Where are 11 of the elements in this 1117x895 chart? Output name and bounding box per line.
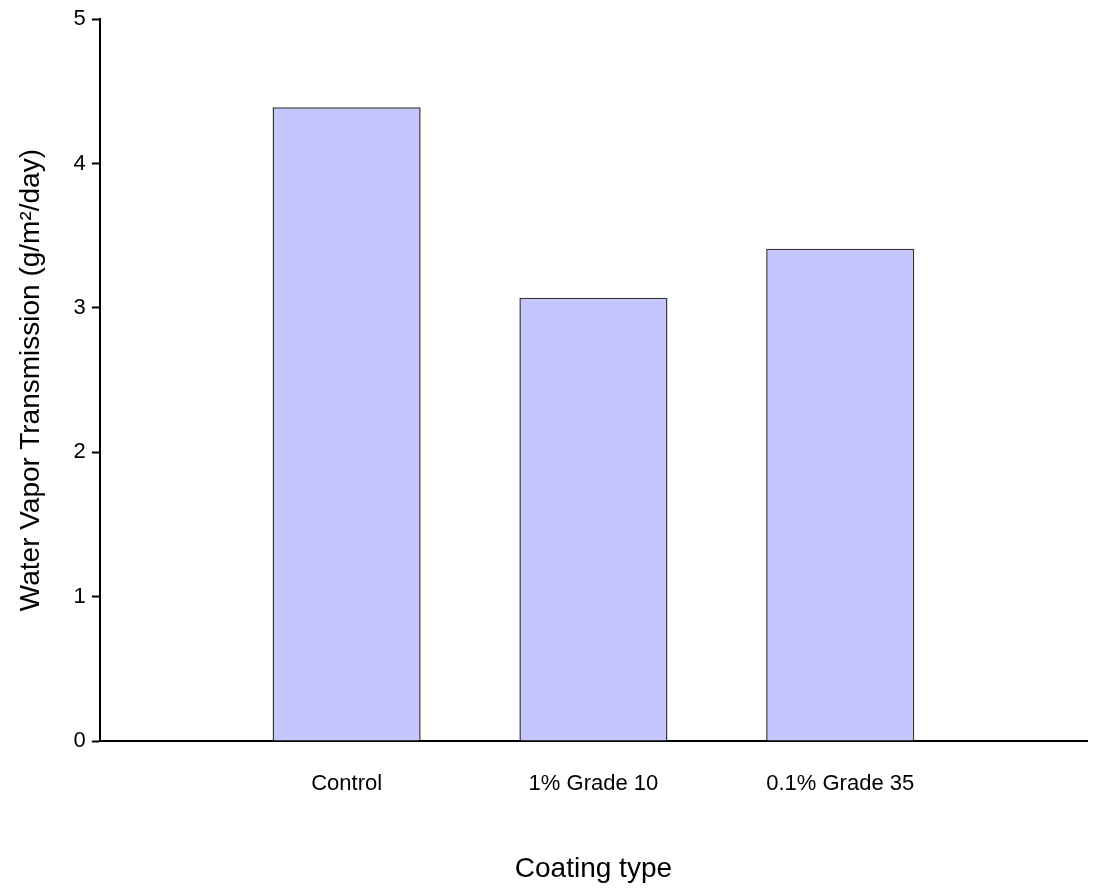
y-tick-label: 4 xyxy=(73,149,86,175)
y-tick-label: 5 xyxy=(73,5,86,31)
x-tick-label: 1% Grade 10 xyxy=(528,770,659,796)
x-axis-title: Coating type xyxy=(514,851,673,883)
y-tick-label: 2 xyxy=(73,438,86,464)
y-tick-label: 1 xyxy=(73,582,86,608)
x-tick-label: 0.1% Grade 35 xyxy=(766,770,915,796)
x-tick-label: Control xyxy=(311,770,383,796)
y-tick-label: 0 xyxy=(73,727,86,753)
y-axis-title: Water Vapor Transmission (g/m²/day) xyxy=(13,149,45,612)
y-tick-label: 3 xyxy=(73,293,86,319)
